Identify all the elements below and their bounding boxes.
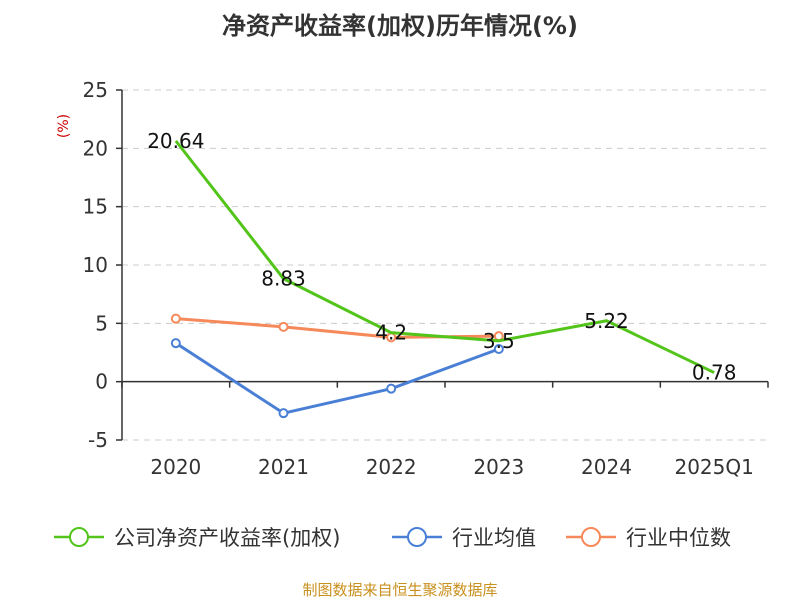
data-label: 8.83 — [261, 267, 306, 291]
y-tick-label: 15 — [83, 195, 108, 219]
y-tick-label: 25 — [83, 78, 108, 102]
data-point — [386, 383, 397, 394]
y-tick-label: 20 — [83, 136, 108, 160]
legend-marker — [407, 527, 427, 547]
series-layer — [170, 139, 715, 419]
chart-title: 净资产收益率(加权)历年情况(%) — [222, 12, 578, 40]
grid — [122, 89, 768, 441]
data-label: 5.22 — [584, 309, 629, 333]
series-line — [174, 139, 715, 374]
x-tick-label: 2020 — [150, 455, 201, 479]
legend-marker — [69, 527, 89, 547]
data-labels: 20.64 8.83 4.2 3.5 5.22 0.78 — [147, 129, 736, 385]
data-point — [278, 408, 289, 419]
source-note: 制图数据来自恒生聚源数据库 — [302, 581, 497, 599]
x-tick-label: 2022 — [366, 455, 417, 479]
data-label: 3.5 — [483, 329, 515, 353]
y-tick-label: 10 — [83, 253, 108, 277]
series-line — [175, 341, 500, 415]
data-label: 4.2 — [375, 321, 407, 345]
data-point — [170, 313, 181, 324]
data-point — [170, 338, 181, 349]
data-point — [493, 344, 504, 354]
legend-marker — [581, 527, 601, 547]
axes: -5 0 5 10 15 20 25 2020 2021 2022 2023 2024 2025Q1 — [83, 78, 769, 479]
data-label: 0.78 — [692, 361, 737, 385]
legend-label: 行业中位数 — [626, 526, 731, 550]
data-point — [278, 321, 289, 332]
legend: 公司净资产收益率(加权) 行业均值 行业中位数 — [54, 526, 731, 550]
x-tick-label: 2023 — [473, 455, 524, 479]
y-tick-label: 5 — [95, 311, 108, 335]
y-tick-label: -5 — [88, 428, 108, 452]
x-tick-label: 2021 — [258, 455, 309, 479]
legend-label: 行业均值 — [452, 526, 536, 550]
legend-label: 公司净资产收益率(加权) — [114, 526, 340, 550]
data-label: 20.64 — [147, 129, 204, 153]
series-line — [175, 317, 499, 339]
y-unit-label: (%) — [56, 114, 72, 138]
x-tick-label: 2025Q1 — [674, 455, 753, 479]
x-tick-label: 2024 — [581, 455, 632, 479]
y-tick-label: 0 — [95, 370, 108, 394]
